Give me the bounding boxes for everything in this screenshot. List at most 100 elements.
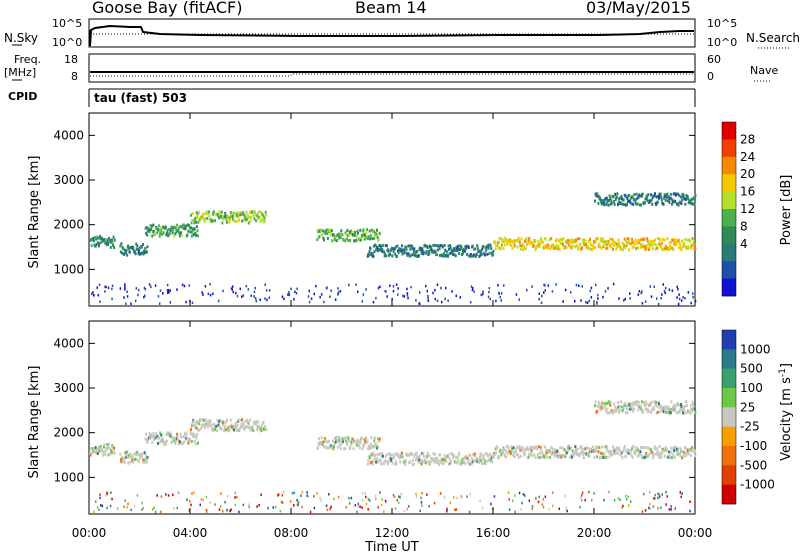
echo-cell <box>236 212 238 216</box>
echo-cell <box>122 247 125 251</box>
echo-cell <box>581 447 584 451</box>
echo-cell <box>408 254 411 258</box>
ground-scatter-cell <box>268 289 271 292</box>
y-tick-label: 2000 <box>53 218 84 232</box>
echo-cell <box>668 450 671 454</box>
echo-cell <box>651 244 654 247</box>
echo-cell <box>259 429 262 433</box>
echo-cell <box>624 455 627 458</box>
echo-cell <box>362 228 365 232</box>
echo-cell <box>183 440 186 444</box>
echo-cell <box>188 439 190 442</box>
echo-cell <box>248 418 251 422</box>
echo-cell <box>505 455 508 459</box>
echo-cell <box>326 440 329 444</box>
echo-cell <box>545 245 548 249</box>
ground-scatter-cell <box>247 288 250 291</box>
echo-cell <box>337 440 340 444</box>
echo-cell <box>323 238 325 242</box>
echo-cell <box>146 229 149 233</box>
echo-cell <box>396 452 399 456</box>
ground-scatter-cell <box>628 504 630 507</box>
ground-scatter-cell <box>277 493 280 496</box>
echo-cell <box>470 462 473 466</box>
echo-cell <box>611 453 614 457</box>
echo-cell <box>692 202 695 206</box>
echo-cell <box>522 451 525 455</box>
echo-cell <box>599 405 602 408</box>
echo-cell <box>673 192 676 196</box>
ground-scatter-cell <box>603 498 605 502</box>
echo-cell <box>245 218 247 222</box>
ground-scatter-cell <box>297 501 300 504</box>
ground-scatter-cell <box>134 299 137 303</box>
echo-cell <box>665 447 668 451</box>
echo-cell <box>556 450 559 453</box>
echo-cell <box>517 455 520 459</box>
ground-scatter-cell <box>681 492 683 495</box>
echo-cell <box>181 225 184 229</box>
echo-cell <box>573 245 576 249</box>
echo-cell <box>98 241 101 245</box>
ground-scatter-cell <box>281 501 284 504</box>
echo-cell <box>526 243 529 246</box>
echo-cell <box>429 462 431 466</box>
ground-scatter-cell <box>580 299 582 302</box>
echo-cell <box>481 457 484 460</box>
echo-cell <box>372 229 375 233</box>
echo-cell <box>358 446 361 450</box>
echo-cell <box>447 453 450 457</box>
echo-cell <box>213 210 215 214</box>
echo-cell <box>564 245 567 249</box>
echo-cell <box>612 447 615 451</box>
echo-cell <box>612 195 615 199</box>
ground-scatter-cell <box>380 503 383 507</box>
echo-cell <box>161 232 164 236</box>
echo-cell <box>452 456 454 459</box>
ground-scatter-cell <box>268 296 270 299</box>
echo-cell <box>519 247 522 251</box>
ground-scatter-cell <box>687 291 690 294</box>
echo-cell <box>383 254 386 258</box>
echo-cell <box>357 440 360 444</box>
echo-cell <box>610 450 613 454</box>
echo-cell <box>677 403 680 407</box>
echo-cell <box>646 453 649 457</box>
ground-scatter-cell <box>330 289 332 292</box>
echo-cell <box>244 216 247 220</box>
echo-cell <box>417 455 420 459</box>
echo-cell <box>477 250 480 253</box>
echo-cell <box>553 448 556 452</box>
echo-cell <box>318 443 321 447</box>
ground-scatter-cell <box>193 491 195 494</box>
ground-scatter-cell <box>337 293 339 296</box>
echo-cell <box>534 240 536 244</box>
echo-cell <box>627 401 630 405</box>
echo-cell <box>357 438 359 442</box>
echo-cell <box>620 451 623 454</box>
echo-cell <box>251 427 254 431</box>
echo-cell <box>347 436 350 440</box>
echo-cell <box>485 451 488 455</box>
echo-cell <box>429 244 431 248</box>
echo-cell <box>655 411 658 415</box>
echo-cell <box>673 456 676 460</box>
colorbar-tick-label: 20 <box>740 167 755 181</box>
echo-cell <box>349 229 352 233</box>
echo-cell <box>152 432 155 436</box>
echo-cell <box>468 453 471 457</box>
echo-cell <box>321 442 324 446</box>
echo-cell <box>690 454 692 458</box>
echo-cell <box>345 232 348 236</box>
echo-cell <box>338 236 340 240</box>
ground-scatter-cell <box>183 284 186 288</box>
echo-cell <box>377 238 380 241</box>
echo-cell <box>608 411 611 415</box>
echo-cell <box>597 201 600 205</box>
ground-scatter-cell <box>489 297 491 301</box>
echo-cell <box>657 400 660 404</box>
ground-scatter-cell <box>167 494 170 497</box>
echo-cell <box>625 449 628 453</box>
echo-cell <box>369 456 371 460</box>
ground-scatter-cell <box>619 498 621 501</box>
